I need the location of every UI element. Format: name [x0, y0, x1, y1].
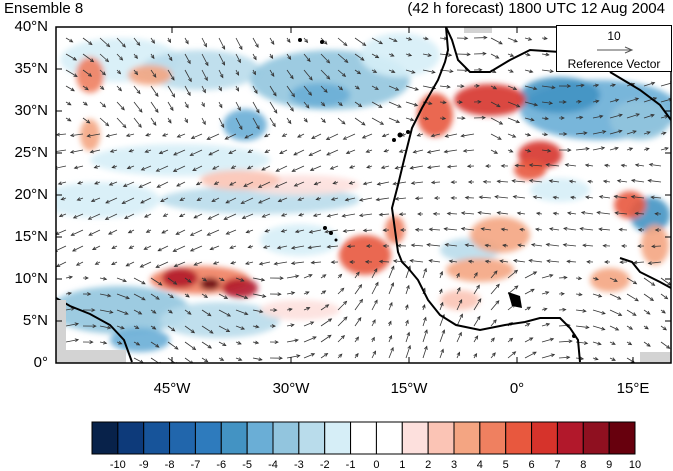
colorbar-label: 10 — [628, 459, 642, 471]
colorbar-label: 6 — [528, 459, 535, 471]
colorbar-label: 0 — [373, 459, 380, 471]
y-tick-label: 0° — [33, 354, 48, 371]
reference-arrow-icon — [597, 46, 634, 54]
x-tick-label: 15°W — [390, 380, 428, 397]
colorbar-label: 3 — [450, 459, 458, 471]
y-tick-label: 20°N — [14, 186, 48, 203]
colorbar-label: 2 — [425, 459, 432, 471]
y-tick-label: 35°N — [14, 60, 48, 77]
x-tick-label: 0° — [509, 380, 525, 397]
colorbar-label: 8 — [580, 459, 587, 471]
title-left: Ensemble 8 — [4, 0, 84, 17]
colorbar-label: -8 — [164, 459, 175, 471]
title-right: (42 h forecast) 1800 UTC 12 Aug 2004 — [407, 0, 665, 17]
y-tick-label: 40°N — [14, 18, 48, 35]
x-tick-label: 30°W — [272, 380, 310, 397]
colorbar-label: 4 — [476, 459, 483, 471]
colorbar-label: -4 — [268, 459, 278, 471]
colorbar-label: 5 — [502, 459, 509, 471]
reference-vector-label: Reference Vector — [567, 57, 661, 71]
x-tick-label: 15°E — [616, 380, 650, 397]
y-tick-label: 10°N — [14, 270, 48, 287]
anomaly-shading — [56, 33, 671, 352]
islands — [298, 38, 576, 338]
colorbar-label: -9 — [138, 459, 149, 471]
x-tick-label: 45°W — [153, 380, 191, 397]
colorbar-label: 7 — [554, 459, 561, 471]
reference-vector-magnitude: 10 — [607, 29, 621, 43]
y-tick-label: 30°N — [14, 102, 48, 119]
y-tick-label: 5°N — [22, 312, 48, 329]
colorbar-label: -6 — [216, 459, 227, 471]
y-tick-label: 25°N — [14, 144, 48, 161]
colorbar-label: -1 — [345, 459, 356, 471]
y-tick-label: 15°N — [14, 228, 48, 245]
colorbar-label: -7 — [190, 459, 201, 471]
colorbar-label: 9 — [606, 459, 613, 471]
land-masks — [56, 27, 671, 363]
colorbar-label: -2 — [319, 459, 330, 471]
colorbar-label: -5 — [242, 459, 253, 471]
coastline — [56, 27, 671, 363]
reference-vector-box: 10 Reference Vector — [556, 25, 672, 72]
colorbar-label: 1 — [399, 459, 406, 471]
colorbar-label: -10 — [109, 459, 126, 471]
colorbar-label: -3 — [293, 459, 304, 471]
